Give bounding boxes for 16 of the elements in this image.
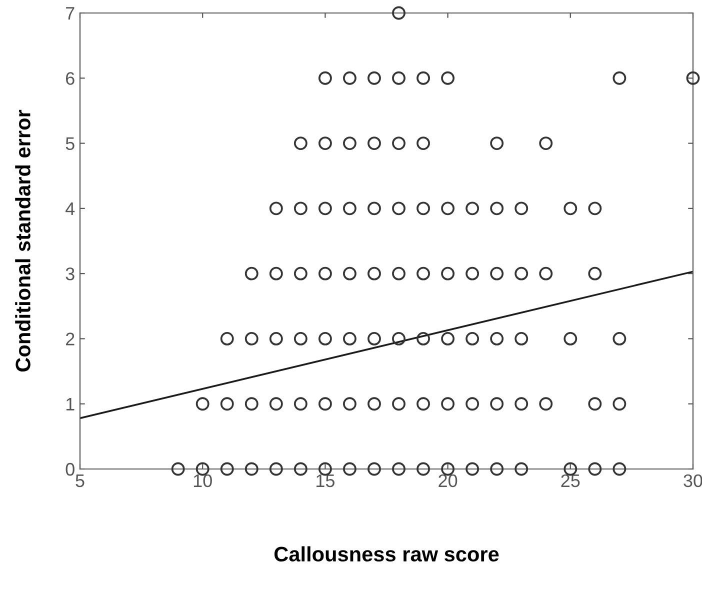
y-tick-label: 4 — [66, 202, 75, 215]
y-tick-label: 0 — [66, 462, 74, 476]
x-tick-label: 20 — [438, 474, 458, 488]
y-tick-label: 6 — [66, 72, 74, 85]
x-axis-title: Callousness raw score — [274, 546, 499, 562]
x-tick-label: 10 — [194, 474, 212, 488]
x-tick-label: 25 — [561, 474, 580, 488]
y-tick-label: 7 — [66, 7, 74, 20]
y-axis-title: Conditional standard error — [15, 110, 30, 372]
x-tick-label: 5 — [76, 474, 84, 488]
y-tick-label: 3 — [66, 268, 74, 280]
x-tick-label: 15 — [316, 474, 334, 488]
x-tick-label: 30 — [684, 474, 702, 488]
y-tick-label: 1 — [66, 398, 74, 410]
y-tick-label: 5 — [66, 137, 74, 150]
y-tick-label: 2 — [66, 332, 74, 346]
